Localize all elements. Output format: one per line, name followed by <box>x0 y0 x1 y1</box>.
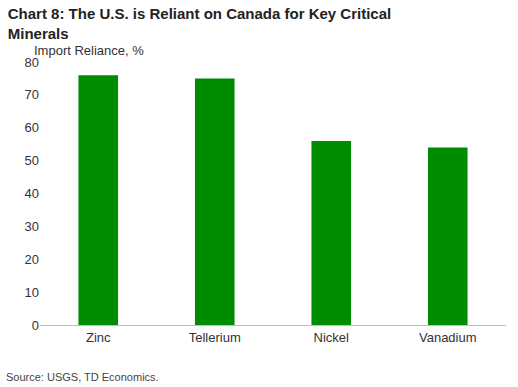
svg-text:Tellerium: Tellerium <box>189 330 241 345</box>
svg-text:20: 20 <box>25 252 39 267</box>
svg-text:Nickel: Nickel <box>314 330 350 345</box>
svg-text:Import Reliance, %: Import Reliance, % <box>34 43 144 58</box>
svg-text:60: 60 <box>25 120 39 135</box>
svg-text:70: 70 <box>25 87 39 102</box>
svg-text:0: 0 <box>32 318 39 333</box>
svg-text:50: 50 <box>25 153 39 168</box>
svg-text:10: 10 <box>25 285 39 300</box>
svg-text:80: 80 <box>25 55 39 70</box>
svg-text:Zinc: Zinc <box>86 330 111 345</box>
svg-text:30: 30 <box>25 219 39 234</box>
svg-text:Chart 8: The U.S. is Reliant o: Chart 8: The U.S. is Reliant on Canada f… <box>8 5 391 42</box>
svg-text:Source: USGS, TD Economics.: Source: USGS, TD Economics. <box>6 371 159 383</box>
svg-text:Vanadium: Vanadium <box>419 330 477 345</box>
svg-text:40: 40 <box>25 186 39 201</box>
